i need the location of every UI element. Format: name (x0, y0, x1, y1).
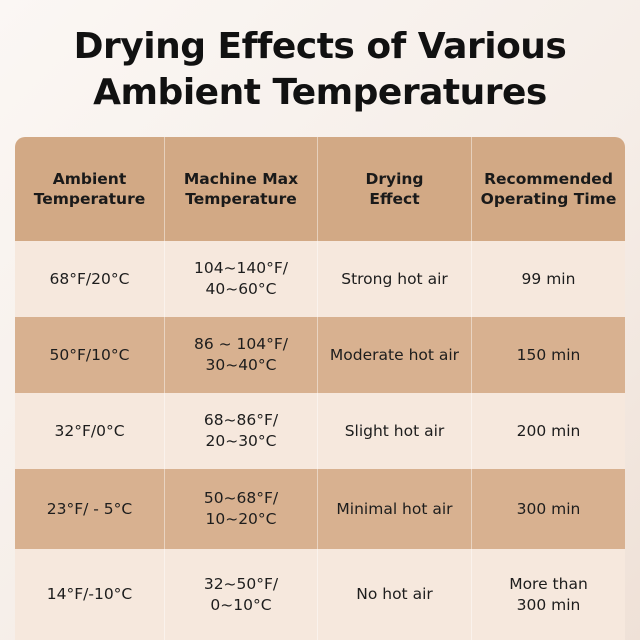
header-operating-time: Recommended Operating Time (472, 137, 625, 241)
cell-text: 23°F/ - 5°C (47, 499, 133, 520)
cell-line: Strong hot air (341, 269, 448, 288)
cell-ambient-temperature: 14°F/-10°C (15, 549, 165, 640)
cell-line: Recommended (484, 170, 613, 188)
cell-line: Temperature (33, 190, 146, 208)
cell-machine-max-temperature: 50~68°F/10~20°C (165, 469, 318, 549)
cell-operating-time: 150 min (472, 317, 625, 393)
cell-ambient-temperature: 23°F/ - 5°C (15, 469, 165, 549)
cell-line: 150 min (516, 345, 581, 364)
cell-drying-effect: Strong hot air (318, 241, 472, 317)
cell-machine-max-temperature: 104~140°F/40~60°C (165, 241, 318, 317)
cell-operating-time: 99 min (472, 241, 625, 317)
cell-drying-effect: No hot air (318, 549, 472, 640)
cell-line: Temperature (185, 190, 297, 208)
cell-text: 32°F/0°C (54, 421, 124, 442)
cell-line: 0~10°C (210, 595, 272, 614)
cell-machine-max-temperature: 86 ~ 104°F/30~40°C (165, 317, 318, 393)
cell-line: 300 min (516, 499, 581, 518)
cell-line: 99 min (521, 269, 576, 288)
cell-line: Slight hot air (344, 421, 445, 440)
cell-text: Recommended Operating Time (481, 169, 617, 209)
table-grid: Ambient Temperature Machine Max Temperature… (15, 137, 625, 640)
cell-text: 32~50°F/0~10°C (204, 574, 278, 616)
cell-text: Machine Max Temperature (184, 169, 298, 209)
cell-line: 20~30°C (205, 432, 277, 450)
cell-text: 50°F/10°C (50, 345, 130, 366)
cell-line: Minimal hot air (336, 499, 453, 518)
cell-line: More than (509, 574, 588, 593)
cell-text: 150 min (517, 345, 581, 366)
cell-line: 68°F/20°C (49, 269, 130, 288)
cell-line: 30~40°C (205, 356, 277, 374)
cell-text: Slight hot air (345, 421, 445, 442)
cell-text: More than 300 min (509, 574, 588, 616)
cell-line: 32~50°F/ (203, 574, 279, 593)
cell-operating-time: More than 300 min (472, 549, 625, 640)
cell-drying-effect: Minimal hot air (318, 469, 472, 549)
cell-text: 68~86°F/20~30°C (204, 410, 278, 452)
cell-line: Machine Max (183, 170, 299, 188)
cell-ambient-temperature: 32°F/0°C (15, 393, 165, 469)
title-line-1: Drying Effects of Various (73, 26, 567, 67)
cell-line: 32°F/0°C (54, 421, 125, 440)
cell-line: 40~60°C (205, 280, 277, 298)
cell-line: Effect (369, 190, 420, 208)
cell-line: 23°F/ - 5°C (46, 499, 133, 518)
cell-line: 104~140°F/ (193, 259, 289, 277)
cell-text: 200 min (517, 421, 581, 442)
cell-ambient-temperature: 68°F/20°C (15, 241, 165, 317)
cell-text: Moderate hot air (330, 345, 459, 366)
header-drying-effect: Drying Effect (318, 137, 472, 241)
cell-operating-time: 300 min (472, 469, 625, 549)
header-machine-max-temperature: Machine Max Temperature (165, 137, 318, 241)
cell-line: 200 min (516, 421, 581, 440)
cell-text: 104~140°F/40~60°C (194, 258, 288, 300)
cell-line: Ambient (52, 170, 127, 188)
cell-text: Minimal hot air (336, 499, 452, 520)
cell-line: 68~86°F/ (203, 411, 279, 429)
cell-machine-max-temperature: 32~50°F/0~10°C (165, 549, 318, 640)
cell-line: Drying (365, 170, 424, 188)
cell-line: Moderate hot air (329, 345, 460, 364)
cell-line: 14°F/-10°C (46, 585, 133, 603)
cell-line: 300 min (516, 595, 581, 614)
cell-text: 99 min (522, 269, 576, 290)
page-title: Drying Effects of Various Ambient Temper… (0, 24, 640, 116)
cell-text: Drying Effect (365, 169, 423, 209)
cell-line: No hot air (356, 585, 433, 603)
cell-text: No hot air (356, 584, 433, 605)
cell-text: 14°F/-10°C (47, 584, 133, 605)
cell-text: 50~68°F/10~20°C (204, 488, 278, 530)
cell-drying-effect: Slight hot air (318, 393, 472, 469)
cell-operating-time: 200 min (472, 393, 625, 469)
cell-line: 10~20°C (205, 510, 277, 528)
cell-text: Strong hot air (341, 269, 448, 290)
cell-text: 86 ~ 104°F/30~40°C (194, 334, 288, 376)
drying-effects-table: Ambient Temperature Machine Max Temperature… (15, 137, 625, 640)
cell-text: 68°F/20°C (50, 269, 130, 290)
cell-drying-effect: Moderate hot air (318, 317, 472, 393)
cell-line: 50°F/10°C (49, 345, 130, 364)
title-line-2: Ambient Temperatures (93, 72, 547, 113)
header-ambient-temperature: Ambient Temperature (15, 137, 165, 241)
cell-ambient-temperature: 50°F/10°C (15, 317, 165, 393)
cell-text: 300 min (517, 499, 581, 520)
cell-text: Ambient Temperature (34, 169, 146, 209)
cell-machine-max-temperature: 68~86°F/20~30°C (165, 393, 318, 469)
cell-line: 86 ~ 104°F/ (193, 335, 289, 353)
cell-line: 50~68°F/ (203, 489, 279, 507)
cell-line: Operating Time (480, 190, 617, 208)
